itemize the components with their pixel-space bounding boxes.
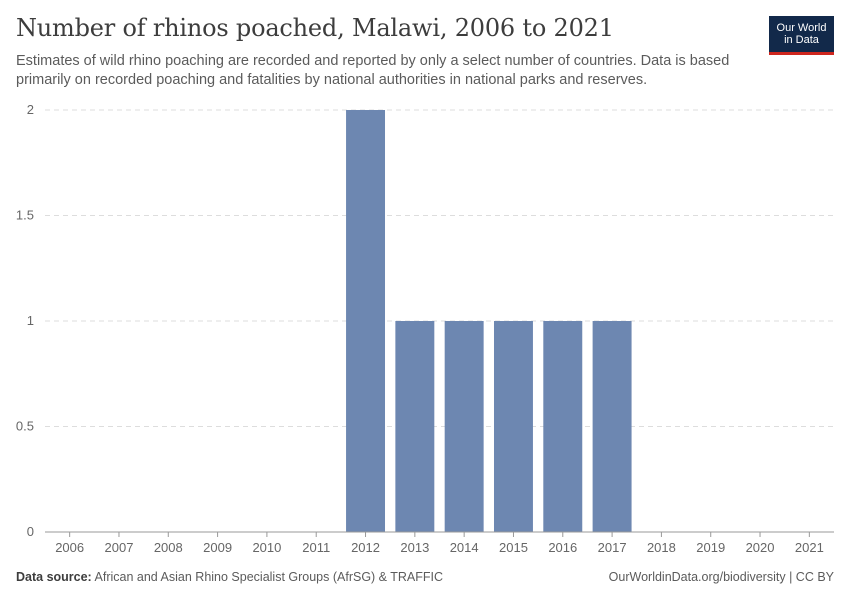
y-tick-label: 1	[27, 313, 34, 328]
x-tick-label: 2009	[203, 540, 232, 555]
logo-line-1: Our World	[776, 22, 827, 34]
x-tick-label: 2019	[696, 540, 725, 555]
bar-2013[interactable]	[395, 321, 435, 532]
x-tick-label: 2008	[154, 540, 183, 555]
bar-2012[interactable]	[346, 110, 386, 532]
x-tick-label: 2015	[499, 540, 528, 555]
x-tick-label: 2006	[55, 540, 84, 555]
chart-title: Number of rhinos poached, Malawi, 2006 t…	[16, 14, 614, 42]
bar-2017[interactable]	[592, 321, 632, 532]
data-source-label: Data source:	[16, 570, 92, 584]
x-tick-label: 2020	[746, 540, 775, 555]
y-tick-label: 2	[27, 102, 34, 117]
gridlines	[45, 109, 834, 427]
x-tick-label: 2017	[598, 540, 627, 555]
bar-2015[interactable]	[493, 321, 533, 532]
x-tick-label: 2016	[548, 540, 577, 555]
footer-credit[interactable]: OurWorldinData.org/biodiversity | CC BY	[608, 570, 834, 584]
x-tick-label: 2011	[302, 540, 330, 555]
y-tick-label: 0.5	[16, 419, 34, 434]
owid-logo[interactable]: Our World in Data	[769, 16, 834, 55]
data-source: Data source: African and Asian Rhino Spe…	[16, 570, 443, 584]
bar-2014[interactable]	[444, 321, 484, 532]
bar-2016[interactable]	[543, 321, 583, 532]
y-tick-label: 1.5	[16, 208, 34, 223]
x-tick-label: 2021	[795, 540, 824, 555]
data-source-text[interactable]: African and Asian Rhino Specialist Group…	[94, 570, 444, 584]
x-tick-label: 2014	[450, 540, 479, 555]
x-tick-label: 2007	[105, 540, 134, 555]
x-tick-label: 2010	[252, 540, 281, 555]
x-tick-label: 2018	[647, 540, 676, 555]
chart-subtitle: Estimates of wild rhino poaching are rec…	[16, 53, 730, 88]
logo-line-2: in Data	[784, 34, 819, 46]
y-tick-label: 0	[27, 524, 34, 539]
axes: 0 0.5 1 1.5 2 2006 2007 2008 2009 2010 2011 2012 201…	[16, 102, 834, 555]
x-tick-label: 2013	[400, 540, 429, 555]
x-tick-label: 2012	[351, 540, 380, 555]
bars	[346, 110, 632, 532]
